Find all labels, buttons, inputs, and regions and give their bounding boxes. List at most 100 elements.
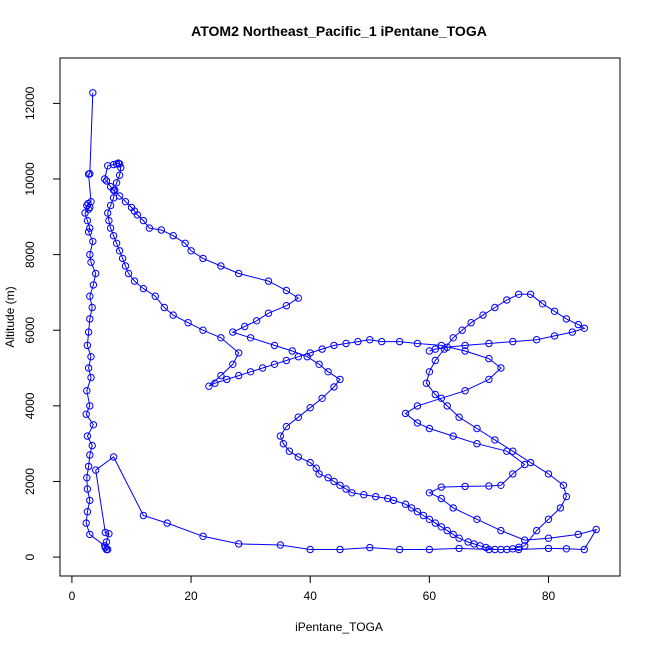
data-point xyxy=(105,216,113,225)
data-point xyxy=(413,508,422,516)
x-tick-label: 40 xyxy=(304,589,318,603)
data-point xyxy=(425,347,434,355)
data-point xyxy=(526,458,535,467)
data-point xyxy=(395,545,404,554)
data-point xyxy=(437,494,445,503)
data-point xyxy=(157,226,166,234)
data-point xyxy=(241,322,249,331)
data-point xyxy=(84,328,93,336)
data-point xyxy=(425,489,434,497)
data-point xyxy=(83,508,92,516)
data-point xyxy=(330,383,338,391)
data-point xyxy=(303,353,311,361)
y-tick-label: 4000 xyxy=(23,392,37,419)
data-point xyxy=(151,292,160,300)
data-point xyxy=(473,440,481,448)
data-point xyxy=(211,379,219,387)
data-point xyxy=(544,470,553,478)
data-point xyxy=(318,394,326,402)
data-point xyxy=(559,481,568,489)
data-point xyxy=(509,447,517,455)
data-point xyxy=(92,269,100,278)
data-point xyxy=(473,424,481,433)
data-point xyxy=(115,192,124,200)
data-point xyxy=(187,247,195,255)
data-point xyxy=(105,530,113,538)
data-point xyxy=(449,504,457,512)
x-tick-label: 0 xyxy=(69,589,76,603)
data-point xyxy=(458,326,466,334)
data-point xyxy=(449,530,457,539)
data-point xyxy=(86,224,94,232)
data-point xyxy=(443,526,451,535)
data-point xyxy=(294,294,302,302)
data-point xyxy=(431,356,439,365)
data-point xyxy=(88,441,96,450)
data-point xyxy=(568,328,576,336)
data-point xyxy=(139,216,148,225)
data-point xyxy=(106,201,115,210)
data-point xyxy=(443,402,451,410)
data-point xyxy=(425,515,434,523)
data-point xyxy=(366,543,374,552)
data-point xyxy=(102,538,111,546)
data-point xyxy=(276,432,285,440)
data-point xyxy=(330,341,338,350)
data-point xyxy=(482,543,490,552)
data-point xyxy=(336,481,344,489)
data-point xyxy=(413,419,422,427)
data-point xyxy=(86,402,94,410)
data-point xyxy=(467,319,475,327)
data-point xyxy=(425,545,434,554)
data-point xyxy=(422,379,431,387)
data-point xyxy=(109,232,118,240)
series-line xyxy=(84,92,598,551)
data-point xyxy=(515,290,523,298)
data-point xyxy=(205,382,213,390)
x-axis: 0 20 40 60 80 xyxy=(69,575,556,603)
data-point xyxy=(139,284,148,293)
data-point xyxy=(294,413,302,421)
data-point xyxy=(574,530,582,539)
data-point xyxy=(84,364,93,372)
data-point xyxy=(315,470,323,478)
data-point xyxy=(109,453,118,461)
data-point xyxy=(83,474,91,482)
data-point xyxy=(425,424,434,433)
data-point xyxy=(199,532,207,540)
data-point xyxy=(83,432,92,440)
data-point xyxy=(491,303,499,312)
y-tick-label: 6000 xyxy=(23,317,37,344)
data-point xyxy=(86,530,94,539)
data-point xyxy=(473,515,481,523)
data-point xyxy=(104,545,112,554)
data-point xyxy=(235,269,243,278)
data-point xyxy=(318,345,326,353)
data-point xyxy=(526,290,535,298)
data-point xyxy=(84,462,93,471)
data-point xyxy=(521,536,529,544)
data-point xyxy=(544,534,553,542)
data-point xyxy=(497,526,505,535)
data-point xyxy=(413,402,422,410)
data-point xyxy=(419,511,428,520)
series-layer xyxy=(81,89,600,554)
y-axis: 0 2000 4000 6000 8000 10000 12000 xyxy=(23,86,61,560)
data-point xyxy=(121,198,130,206)
y-tick-label: 10000 xyxy=(23,162,37,196)
data-point xyxy=(264,277,273,285)
data-point xyxy=(82,410,90,418)
data-point xyxy=(550,307,559,315)
data-point xyxy=(89,421,98,429)
y-axis-label: Altitude (m) xyxy=(3,286,17,347)
data-point xyxy=(86,451,94,459)
data-point xyxy=(118,254,127,263)
y-tick-label: 12000 xyxy=(23,86,37,120)
data-point xyxy=(104,209,112,217)
data-point xyxy=(139,511,148,520)
data-point xyxy=(84,199,92,208)
data-point xyxy=(115,247,124,255)
data-point xyxy=(112,160,121,168)
data-point xyxy=(360,491,368,499)
